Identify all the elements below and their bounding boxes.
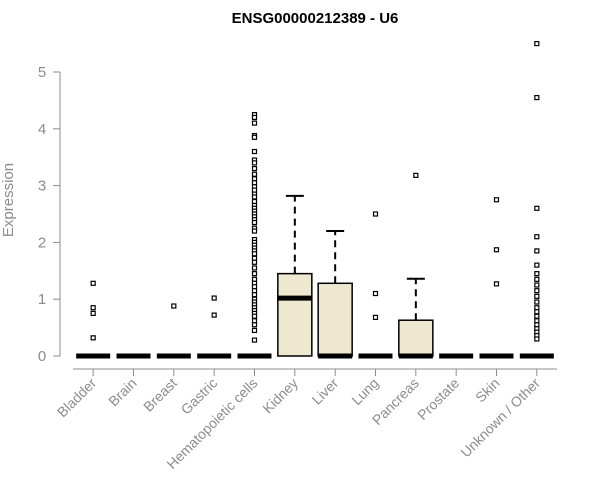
outlier-point <box>251 313 258 319</box>
outlier-point <box>251 271 258 277</box>
outlier-point <box>251 219 258 226</box>
outlier-point <box>171 303 177 309</box>
outlier-point <box>251 322 258 328</box>
outlier-point <box>534 40 540 47</box>
outlier-point <box>493 247 500 253</box>
outlier-point <box>372 211 379 217</box>
box-group <box>76 280 111 359</box>
box-body <box>277 272 313 357</box>
box-group <box>197 295 232 359</box>
outlier-point <box>534 293 540 299</box>
y-axis-ticks: 0 1 2 3 4 5 <box>38 64 60 365</box>
x-tick-label: Lung <box>348 375 381 408</box>
outlier-point <box>251 171 258 177</box>
outlier-point <box>251 327 258 334</box>
x-tick-label: Kidney <box>259 375 301 417</box>
outlier-point <box>372 290 379 297</box>
outlier-point <box>251 148 258 155</box>
outlier-point <box>211 312 217 318</box>
outlier-point <box>251 337 258 343</box>
box-group <box>519 40 554 359</box>
outlier-point <box>534 205 540 211</box>
outlier-point <box>251 228 258 234</box>
y-tick-label: 4 <box>38 121 46 138</box>
y-axis-label: Expression <box>0 163 17 237</box>
outlier-point <box>534 288 540 294</box>
box-body <box>398 319 434 357</box>
box-group <box>358 211 393 359</box>
y-tick-label: 2 <box>38 234 46 251</box>
outlier-point <box>493 281 500 287</box>
outlier-point <box>251 194 258 200</box>
outlier-point <box>251 259 258 265</box>
chart-title: ENSG00000212389 - U6 <box>232 10 399 27</box>
x-tick-label: Brain <box>105 375 139 409</box>
outlier-point <box>90 310 96 316</box>
box-group <box>237 111 272 359</box>
outlier-point <box>534 276 540 282</box>
outlier-point <box>534 336 540 342</box>
y-tick-label: 0 <box>38 348 46 365</box>
outlier-point <box>534 271 540 277</box>
outlier-point <box>534 309 540 315</box>
y-tick-label: 1 <box>38 291 46 308</box>
outlier-point <box>90 305 96 311</box>
outlier-point <box>251 120 258 126</box>
outlier-point <box>251 251 258 257</box>
outlier-point <box>413 172 419 178</box>
x-tick-label: Bladder <box>54 375 100 421</box>
x-tick-label: Prostate <box>414 375 462 423</box>
y-tick-label: 5 <box>38 64 46 81</box>
box-group <box>317 230 353 359</box>
x-tick-label: Liver <box>309 375 342 408</box>
x-tick-label: Breast <box>140 375 180 415</box>
y-tick-label: 3 <box>38 178 46 195</box>
box-group <box>277 194 313 357</box>
outlier-point <box>90 280 96 286</box>
outlier-point <box>534 262 540 268</box>
outlier-point <box>251 114 258 121</box>
outlier-point <box>251 160 258 166</box>
box-body <box>317 282 353 357</box>
box-group <box>479 197 514 359</box>
outlier-point <box>251 134 258 140</box>
box-group <box>156 303 191 359</box>
outlier-point <box>534 248 540 254</box>
outlier-point <box>493 197 500 203</box>
outlier-point <box>534 94 540 101</box>
outlier-point <box>251 265 258 271</box>
boxes-layer <box>76 40 554 359</box>
outlier-point <box>534 299 540 305</box>
outlier-point <box>251 292 258 298</box>
outlier-point <box>534 313 540 319</box>
box-group <box>398 172 434 359</box>
outlier-point <box>251 165 258 172</box>
outlier-point <box>372 314 379 320</box>
outlier-point <box>90 335 96 341</box>
x-tick-label: Skin <box>472 375 503 406</box>
outlier-point <box>211 295 217 301</box>
outlier-point <box>534 282 540 288</box>
outlier-point <box>534 234 540 240</box>
